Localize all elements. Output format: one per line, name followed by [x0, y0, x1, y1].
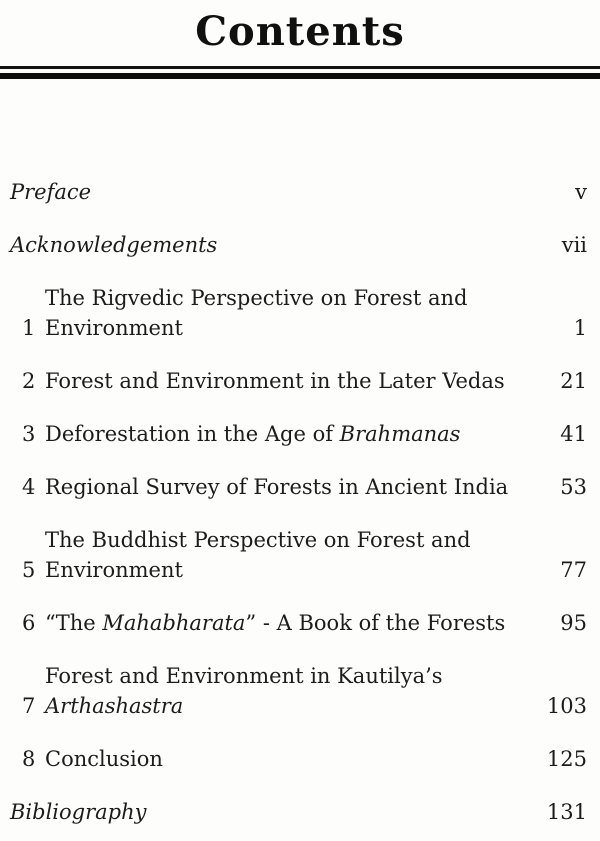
chapter-number: 5	[22, 558, 36, 582]
entry-title-segment: “The	[45, 611, 103, 635]
entry-title: The Buddhist Perspective on Forest and E…	[45, 525, 471, 585]
toc-entry: 3 Deforestation in the Age of Brahmanas 41	[10, 419, 587, 449]
entry-title: “The Mahabharata” - A Book of the Forest…	[45, 608, 505, 638]
chapter-number: 3	[22, 422, 36, 446]
entry-title-italic-segment: Brahmanas	[339, 422, 461, 446]
entry-title-segment: The Rigvedic Perspective on Forest and E…	[45, 286, 468, 340]
entry-title: Regional Survey of Forests in Ancient In…	[45, 472, 508, 502]
entry-title: Forest and Environment in the Later Veda…	[45, 366, 505, 396]
entry-title-segment: Forest and Environment in Kautilya’s	[45, 664, 443, 688]
entry-page-number: 1	[573, 316, 587, 340]
double-rule-thick	[0, 73, 600, 79]
toc-entry: 6 “The Mahabharata” - A Book of the Fores…	[10, 608, 587, 638]
entry-page-number: v	[575, 180, 587, 204]
entry-title-italic-segment: Preface	[10, 180, 92, 204]
entry-title: Bibliography	[10, 797, 147, 827]
entry-page-number: 103	[546, 694, 587, 718]
entry-title: Deforestation in the Age of Brahmanas	[45, 419, 460, 449]
chapter-number: 7	[22, 694, 36, 718]
entry-title-segment: The Buddhist Perspective on Forest and E…	[45, 528, 471, 582]
toc-entry: 1 The Rigvedic Perspective on Forest and …	[10, 283, 587, 343]
toc-entry: 2 Forest and Environment in the Later Ved…	[10, 366, 587, 396]
entry-page-number: 95	[560, 611, 587, 635]
chapter-number: 1	[22, 316, 36, 340]
entry-title: Conclusion	[45, 744, 163, 774]
entry-page-number: 125	[546, 747, 587, 771]
entry-title: The Rigvedic Perspective on Forest and E…	[45, 283, 467, 343]
entry-title-segment: Conclusion	[45, 747, 163, 771]
toc-entry: 4 Regional Survey of Forests in Ancient I…	[10, 472, 587, 502]
entry-title-italic-segment: Mahabharata	[102, 611, 246, 635]
entry-page-number: 77	[560, 558, 587, 582]
toc-entry: 8 Conclusion 125	[10, 744, 587, 774]
entry-title-italic-segment: Acknowledgements	[10, 233, 218, 257]
chapter-number: 2	[22, 369, 36, 393]
page-title: Contents	[195, 8, 405, 55]
entry-title: Acknowledgements	[10, 230, 217, 260]
entry-page-number: 131	[546, 800, 587, 824]
toc-entry: 7 Forest and Environment in Kautilya’s Ar…	[10, 661, 587, 721]
double-rule-thin	[0, 66, 600, 69]
entry-page-number: 41	[560, 422, 587, 446]
entry-title-italic-segment: Arthashastra	[45, 694, 184, 718]
chapter-number: 4	[22, 475, 36, 499]
entry-title: Forest and Environment in Kautilya’s Art…	[45, 661, 443, 721]
page-header: Contents	[0, 0, 600, 56]
entry-page-number: 53	[560, 475, 587, 499]
entry-title-segment: Deforestation in the Age of	[45, 422, 340, 446]
entry-title: Preface	[10, 177, 91, 207]
entry-title-segment: Regional Survey of Forests in Ancient In…	[45, 475, 509, 499]
toc-entry: 5 The Buddhist Perspective on Forest and …	[10, 525, 587, 585]
entry-title-italic-segment: Bibliography	[10, 800, 147, 824]
chapter-number: 8	[22, 747, 36, 771]
toc-entry: Preface v	[10, 177, 587, 207]
entry-title-segment: ” - A Book of the Forests	[245, 611, 506, 635]
entry-page-number: vii	[561, 233, 587, 257]
toc-list: Preface v Acknowledgements vii 1 The Rigvedic…	[0, 177, 600, 827]
entry-title-segment: Forest and Environment in the Later Veda…	[45, 369, 505, 393]
toc-entry: Bibliography 131	[10, 797, 587, 827]
toc-entry: Acknowledgements vii	[10, 230, 587, 260]
entry-page-number: 21	[560, 369, 587, 393]
chapter-number: 6	[22, 611, 36, 635]
